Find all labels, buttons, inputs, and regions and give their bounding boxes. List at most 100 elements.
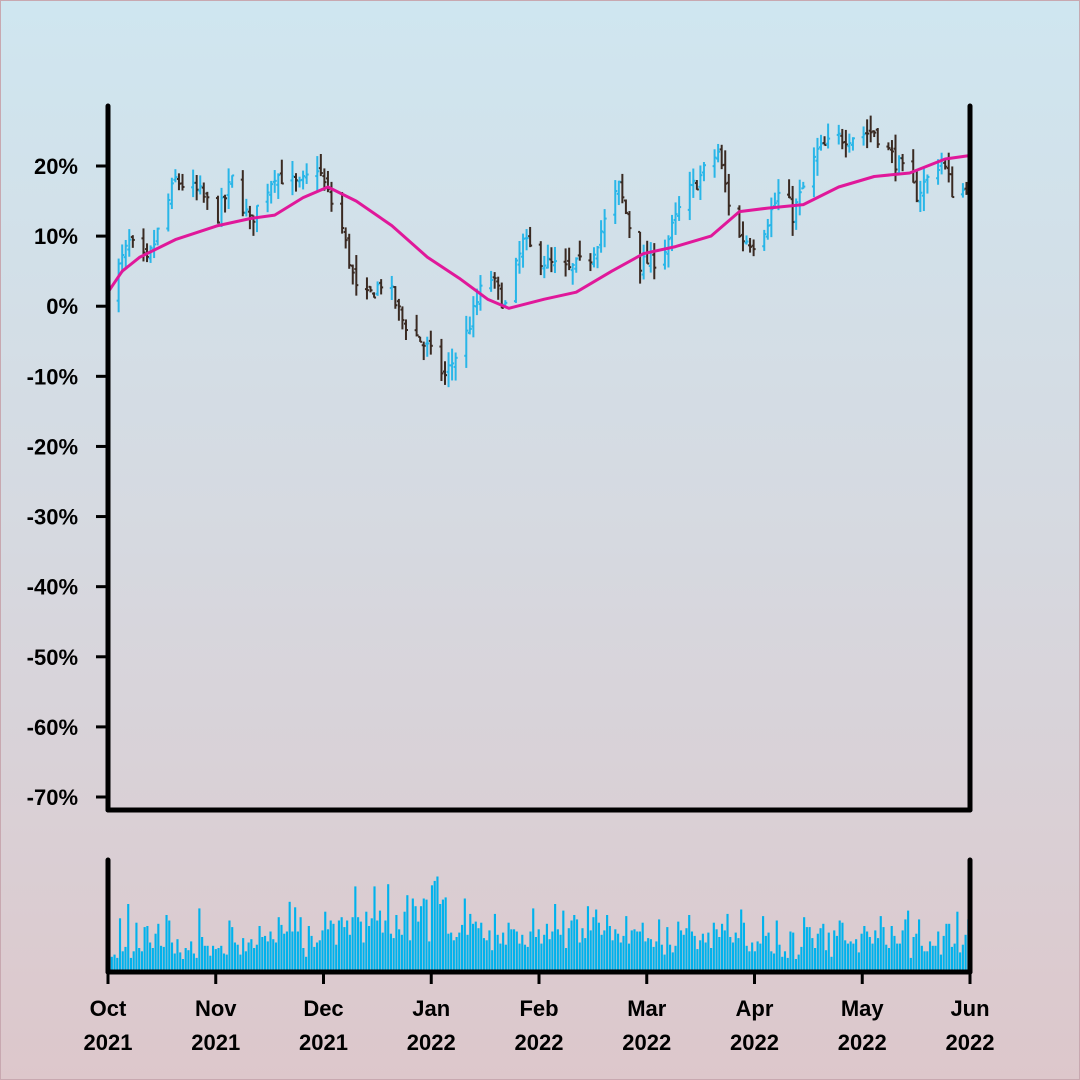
volume-bar [242, 938, 245, 970]
ohlc-bar [538, 241, 543, 276]
ohlc-bar [826, 123, 831, 149]
ohlc-bar [776, 179, 781, 211]
volume-bar [515, 931, 518, 970]
volume-bar [318, 940, 321, 970]
volume-bar [792, 932, 795, 970]
volume-bar [759, 943, 762, 970]
volume-bar [800, 946, 803, 970]
volume-bar [310, 935, 313, 970]
volume-bar [444, 897, 447, 970]
volume-bar [786, 957, 789, 970]
volume-bar [488, 930, 491, 970]
ohlc-bar [524, 229, 529, 251]
ohlc-bar [591, 247, 596, 268]
volume-bar [491, 950, 494, 970]
ohlc-bar [545, 244, 550, 269]
volume-bar [543, 934, 546, 970]
ohlc-bar [230, 174, 235, 188]
ohlc-bar [276, 173, 281, 199]
volume-bar [521, 934, 524, 970]
ohlc-bar [542, 255, 547, 279]
volume-bar [693, 935, 696, 970]
volume-bar [638, 931, 642, 970]
volume-bar [302, 948, 305, 970]
x-tick-month: Apr [736, 996, 774, 1021]
ohlc-bar [865, 119, 870, 149]
volume-bar [326, 929, 330, 970]
ohlc-bar [570, 263, 575, 285]
volume-bar [335, 944, 338, 970]
volume-bar [351, 917, 354, 970]
volume-bar [400, 934, 403, 970]
volume-bar [159, 945, 163, 970]
volume-bar [206, 945, 209, 970]
volume-bar [578, 942, 581, 970]
volume-bar [340, 917, 343, 970]
volume-bar [701, 933, 704, 970]
x-tick-year: 2022 [730, 1030, 779, 1055]
ohlc-bar [921, 167, 926, 212]
ohlc-bar [787, 179, 792, 199]
ohlc-bar [467, 316, 472, 335]
volume-bar [890, 926, 893, 970]
volume-bar [493, 913, 496, 970]
ohlc-bar [719, 144, 724, 170]
ohlc-bar [198, 175, 203, 195]
ohlc-bar [801, 181, 806, 190]
volume-bar [422, 898, 425, 970]
ohlc-bar [914, 170, 919, 203]
y-tick-label: -60% [27, 715, 78, 740]
volume-bar [471, 923, 475, 970]
volume-bar [762, 916, 765, 970]
volume-bar [718, 937, 721, 970]
volume-bar [909, 957, 912, 970]
volume-bar [942, 935, 945, 970]
volume-bar [469, 913, 472, 970]
volume-bar [228, 920, 231, 970]
volume-bar [663, 954, 666, 970]
ohlc-bar [347, 233, 352, 269]
volume-bar [537, 929, 540, 970]
volume-bar [140, 951, 143, 970]
x-tick-year: 2022 [838, 1030, 887, 1055]
volume-bar [165, 915, 168, 970]
volume-bar [918, 919, 921, 970]
ohlc-bar [521, 233, 526, 268]
ohlc-bar [641, 244, 646, 280]
ohlc-bar [354, 255, 359, 296]
ohlc-bar [215, 195, 220, 224]
volume-bar [575, 919, 579, 970]
ohlc-bar [911, 149, 916, 184]
volume-bar [255, 944, 258, 970]
volume-bar [827, 932, 830, 970]
ohlc-bar [240, 170, 245, 217]
volume-bar [231, 927, 234, 970]
volume-bar [641, 922, 644, 970]
ohlc-bar [567, 247, 572, 271]
volume-bar [863, 926, 866, 970]
volume-bar [907, 910, 910, 970]
volume-bar [879, 916, 882, 970]
volume-bar [365, 911, 368, 970]
volume-bar [671, 952, 674, 970]
volume-bar [299, 917, 302, 970]
volume-bar [562, 910, 565, 970]
ohlc-bar [694, 180, 699, 191]
volume-bar [266, 941, 269, 970]
ohlc-bar [350, 264, 355, 285]
volume-bar [797, 954, 800, 970]
volume-bar [329, 920, 332, 970]
volume-bar [485, 940, 488, 970]
ohlc-bar [950, 166, 955, 199]
volume-bar [712, 922, 715, 970]
volume-bar [244, 951, 247, 970]
ohlc-bar [868, 115, 873, 143]
volume-bar [132, 951, 135, 970]
ohlc-bar [396, 298, 401, 321]
x-tick-month: Mar [627, 996, 667, 1021]
ohlc-bar [691, 168, 696, 198]
y-tick-label: -50% [27, 645, 78, 670]
ohlc-bar [393, 286, 398, 309]
volume-bar [357, 917, 360, 970]
